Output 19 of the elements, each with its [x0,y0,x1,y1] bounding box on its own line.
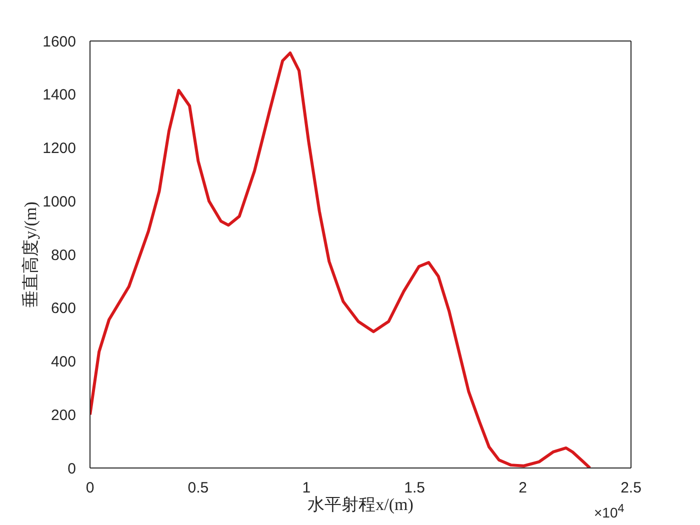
y-tick-label: 400 [50,354,76,371]
x-axis-title: 水平射程x/(m) [308,495,414,514]
x-tick-label: 1 [302,480,311,497]
y-axis-title: 垂直高度y/(m) [21,202,40,308]
x-tick-label: 1.5 [404,480,426,497]
y-tick-label: 0 [68,460,76,478]
y-tick-label: 1000 [42,193,76,210]
x-tick-label: 2 [518,480,527,497]
y-tick-label: 1200 [42,140,76,158]
y-tick-label: 600 [50,300,76,318]
x-tick-label: 0 [86,480,94,497]
y-tick-label: 1400 [42,86,76,104]
x-tick-label: 2.5 [620,480,642,497]
text: ×10$^{4}$ [594,502,624,521]
y-tick-label: 200 [50,406,76,424]
y-tick-label: 1600 [42,33,76,50]
y-tick-label: 800 [50,246,76,264]
x-tick-label: 0.5 [188,480,209,497]
line-series [90,52,592,468]
